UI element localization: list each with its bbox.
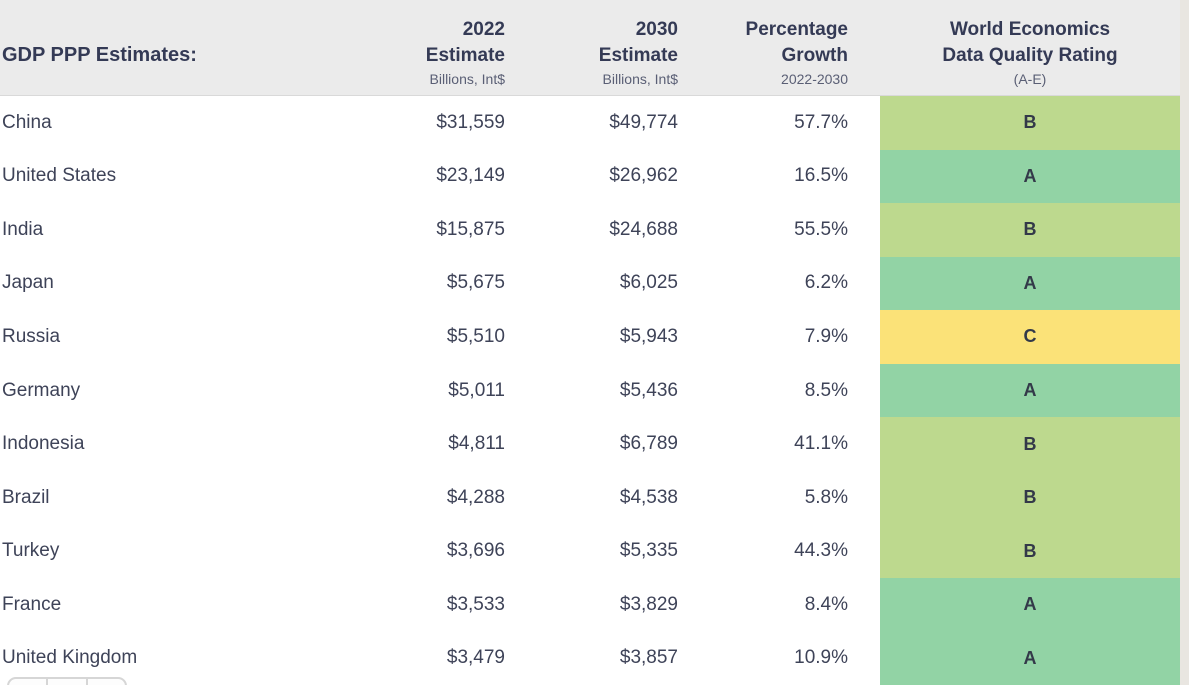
growth-value: 6.2% [804, 272, 848, 294]
header-growth-line1: Percentage [745, 19, 848, 40]
est-2022-value: $5,510 [446, 325, 505, 347]
growth-value: 57.7% [794, 111, 848, 133]
header-rating-scale: (A-E) [1013, 71, 1047, 87]
growth-value: 44.3% [794, 540, 848, 562]
header-growth-line2: Growth [781, 45, 849, 66]
column-header-2022-estimate: 2022 Estimate Billions, Int$ [360, 17, 505, 95]
page-background-strip [1180, 0, 1189, 685]
country-name: United States [2, 165, 117, 187]
est-2022-value: $31,559 [436, 111, 505, 133]
est-2030-value: $5,943 [619, 325, 678, 347]
column-header-percentage-growth: Percentage Growth 2022-2030 [678, 17, 848, 95]
growth-value: 7.9% [804, 325, 848, 347]
rating-cell: B [880, 96, 1180, 150]
rating-cell: B [880, 470, 1180, 525]
est-2030-value: $5,335 [619, 540, 678, 562]
header-rating-line1: World Economics [949, 19, 1111, 40]
est-2030-value: $6,025 [619, 272, 678, 294]
header-2030-line1: 2030 [635, 19, 678, 40]
table-row: China $31,559 $49,774 57.7% B [0, 96, 1180, 150]
header-2022-line1: 2022 [462, 19, 505, 40]
rating-cell: A [880, 631, 1180, 685]
header-2030-unit: Billions, Int$ [602, 71, 678, 87]
growth-value: 10.9% [794, 647, 848, 669]
table-row: Brazil $4,288 $4,538 5.8% B [0, 470, 1180, 525]
est-2022-value: $15,875 [436, 218, 505, 240]
est-2022-value: $3,696 [446, 540, 505, 562]
growth-value: 16.5% [794, 165, 848, 187]
header-2022-unit: Billions, Int$ [429, 71, 505, 87]
est-2030-value: $6,789 [619, 433, 678, 455]
rating-cell: B [880, 203, 1180, 257]
table-row: United States $23,149 $26,962 16.5% A [0, 149, 1180, 204]
est-2022-value: $23,149 [436, 165, 505, 187]
table-row: Indonesia $4,811 $6,789 41.1% B [0, 417, 1180, 471]
table-body: China $31,559 $49,774 57.7% B United Sta… [0, 96, 1180, 685]
country-name: India [2, 218, 44, 240]
est-2022-value: $3,533 [446, 593, 505, 615]
table-row: United Kingdom $3,479 $3,857 10.9% A [0, 631, 1180, 685]
control-segment-3[interactable] [85, 679, 125, 685]
est-2022-value: $5,675 [446, 272, 505, 294]
country-name: Indonesia [2, 433, 85, 455]
rating-cell: A [880, 149, 1180, 204]
growth-value: 5.8% [804, 486, 848, 508]
est-2030-value: $5,436 [619, 379, 678, 401]
header-2022-line2: Estimate [425, 45, 505, 66]
control-segment-1[interactable] [9, 679, 46, 685]
header-growth-range: 2022-2030 [781, 71, 848, 87]
table-title: GDP PPP Estimates: [2, 44, 197, 66]
rating-cell: B [880, 524, 1180, 578]
country-name: Russia [2, 325, 61, 347]
rating-cell: A [880, 363, 1180, 418]
est-2022-value: $3,479 [446, 647, 505, 669]
column-header-data-quality-rating: World Economics Data Quality Rating (A-E… [880, 17, 1180, 95]
country-name: Turkey [2, 540, 60, 562]
table-row: Germany $5,011 $5,436 8.5% A [0, 363, 1180, 418]
table-row: Russia $5,510 $5,943 7.9% C [0, 310, 1180, 364]
est-2030-value: $3,857 [619, 647, 678, 669]
country-name: France [2, 593, 62, 615]
table-row: France $3,533 $3,829 8.4% A [0, 577, 1180, 632]
header-2030-line2: Estimate [598, 45, 678, 66]
est-2030-value: $3,829 [619, 593, 678, 615]
growth-value: 55.5% [794, 218, 848, 240]
table-header-row: GDP PPP Estimates: 2022 Estimate Billion… [0, 0, 1180, 96]
est-2022-value: $5,011 [448, 379, 505, 401]
partial-segmented-control [7, 677, 127, 685]
country-name: Brazil [2, 486, 50, 508]
table-row: Japan $5,675 $6,025 6.2% A [0, 256, 1180, 311]
header-rating-line2: Data Quality Rating [942, 45, 1118, 66]
est-2030-value: $24,688 [609, 218, 678, 240]
rating-cell: C [880, 310, 1180, 364]
column-header-2030-estimate: 2030 Estimate Billions, Int$ [505, 17, 678, 95]
est-2030-value: $49,774 [609, 111, 678, 133]
country-name: Japan [2, 272, 54, 294]
rating-cell: A [880, 577, 1180, 632]
growth-value: 41.1% [794, 433, 848, 455]
est-2030-value: $26,962 [609, 165, 678, 187]
rating-cell: B [880, 417, 1180, 471]
est-2022-value: $4,288 [446, 486, 505, 508]
est-2030-value: $4,538 [619, 486, 678, 508]
growth-value: 8.4% [804, 593, 848, 615]
est-2022-value: $4,811 [448, 433, 505, 455]
country-name: China [2, 111, 52, 133]
country-name: United Kingdom [2, 647, 138, 669]
table-row: India $15,875 $24,688 55.5% B [0, 203, 1180, 257]
country-name: Germany [2, 379, 81, 401]
control-segment-2[interactable] [46, 679, 85, 685]
table-row: Turkey $3,696 $5,335 44.3% B [0, 524, 1180, 578]
growth-value: 8.5% [804, 379, 848, 401]
rating-cell: A [880, 256, 1180, 311]
